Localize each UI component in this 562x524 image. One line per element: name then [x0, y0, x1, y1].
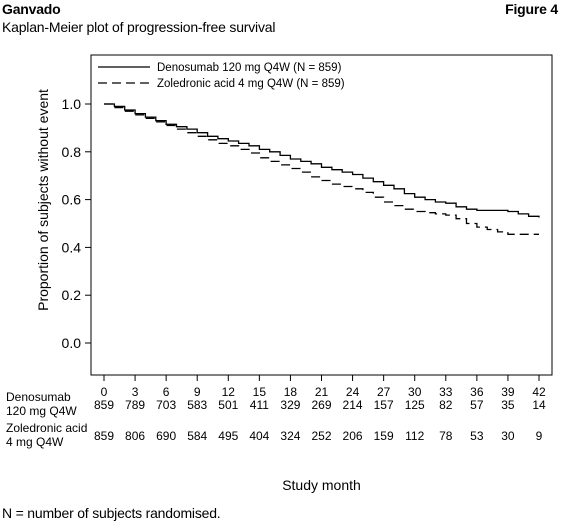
legend-label-zoledronic: Zoledronic acid 4 mg Q4W (N = 859) — [157, 78, 345, 90]
risk-count: 53 — [470, 429, 484, 443]
x-tick-label: 24 — [346, 385, 360, 399]
risk-count: 789 — [125, 398, 145, 412]
product-name: Ganvado — [2, 1, 61, 17]
risk-count: 35 — [501, 398, 515, 412]
x-tick-label: 18 — [284, 385, 298, 399]
figure-label: Figure 4 — [505, 1, 558, 17]
chart-title: Kaplan-Meier plot of progression-free su… — [2, 19, 276, 35]
x-tick-label: 21 — [315, 385, 329, 399]
risk-count: 252 — [311, 429, 331, 443]
survival-curves — [104, 103, 540, 235]
km-plot: Denosumab 120 mg Q4W (N = 859) Zoledroni… — [6, 54, 553, 493]
risk-count: 495 — [218, 429, 238, 443]
risk-count: 78 — [439, 429, 453, 443]
x-tick-label: 36 — [470, 385, 484, 399]
risk-count: 583 — [187, 398, 207, 412]
plot-frame — [90, 54, 553, 376]
y-tick-label: 0.6 — [62, 192, 82, 208]
curve-zoledronic — [104, 103, 539, 235]
legend: Denosumab 120 mg Q4W (N = 859) Zoledroni… — [98, 62, 345, 90]
risk-count: 112 — [405, 429, 424, 443]
x-axis-label: Study month — [282, 477, 361, 493]
risk-count: 125 — [405, 398, 425, 412]
risk-count: 806 — [125, 429, 145, 443]
risk-count: 501 — [218, 398, 238, 412]
y-axis: 0.0 0.2 0.4 0.6 0.8 1.0 — [62, 96, 91, 351]
footnote: N = number of subjects randomised. — [2, 505, 221, 521]
x-tick-label: 33 — [439, 385, 453, 399]
risk-count: 14 — [532, 398, 546, 412]
risk-row-label: Zoledronic acid — [6, 421, 87, 435]
x-tick-label: 39 — [501, 385, 515, 399]
x-tick-label: 3 — [132, 385, 139, 399]
risk-row-sublabel: 120 mg Q4W — [6, 404, 77, 418]
risk-count: 159 — [374, 429, 394, 443]
x-tick-label: 27 — [377, 385, 391, 399]
x-tick-label: 6 — [163, 385, 170, 399]
risk-row-label: Denosumab — [6, 390, 71, 404]
risk-count: 30 — [501, 429, 515, 443]
x-tick-label: 42 — [532, 385, 546, 399]
risk-count: 269 — [311, 398, 331, 412]
x-tick-label: 9 — [194, 385, 201, 399]
risk-count: 324 — [280, 429, 300, 443]
y-axis-label: Proportion of subjects without event — [35, 89, 51, 311]
risk-count: 859 — [94, 429, 114, 443]
risk-count: 214 — [343, 398, 363, 412]
risk-count: 404 — [249, 429, 269, 443]
risk-count: 329 — [280, 398, 300, 412]
x-tick-label: 0 — [101, 385, 108, 399]
x-tick-label: 30 — [408, 385, 422, 399]
risk-count: 9 — [536, 429, 543, 443]
y-tick-label: 0.4 — [62, 239, 82, 255]
risk-count: 859 — [94, 398, 114, 412]
risk-count: 411 — [250, 398, 269, 412]
y-tick-label: 1.0 — [62, 96, 82, 112]
risk-row-sublabel: 4 mg Q4W — [6, 435, 64, 449]
risk-count: 584 — [187, 429, 207, 443]
legend-label-denosumab: Denosumab 120 mg Q4W (N = 859) — [157, 62, 342, 74]
risk-count: 703 — [156, 398, 176, 412]
y-tick-label: 0.0 — [62, 335, 82, 351]
risk-count: 82 — [439, 398, 453, 412]
y-tick-label: 0.8 — [62, 144, 82, 160]
y-tick-label: 0.2 — [62, 287, 82, 303]
risk-count: 57 — [470, 398, 484, 412]
risk-count: 157 — [374, 398, 394, 412]
risk-count: 690 — [156, 429, 176, 443]
risk-count: 206 — [343, 429, 363, 443]
curve-denosumab — [104, 103, 540, 218]
x-axis: 0 3 6 9 12 15 18 21 24 27 30 33 36 39 42 — [101, 375, 546, 399]
x-tick-label: 15 — [253, 385, 267, 399]
x-tick-label: 12 — [222, 385, 236, 399]
